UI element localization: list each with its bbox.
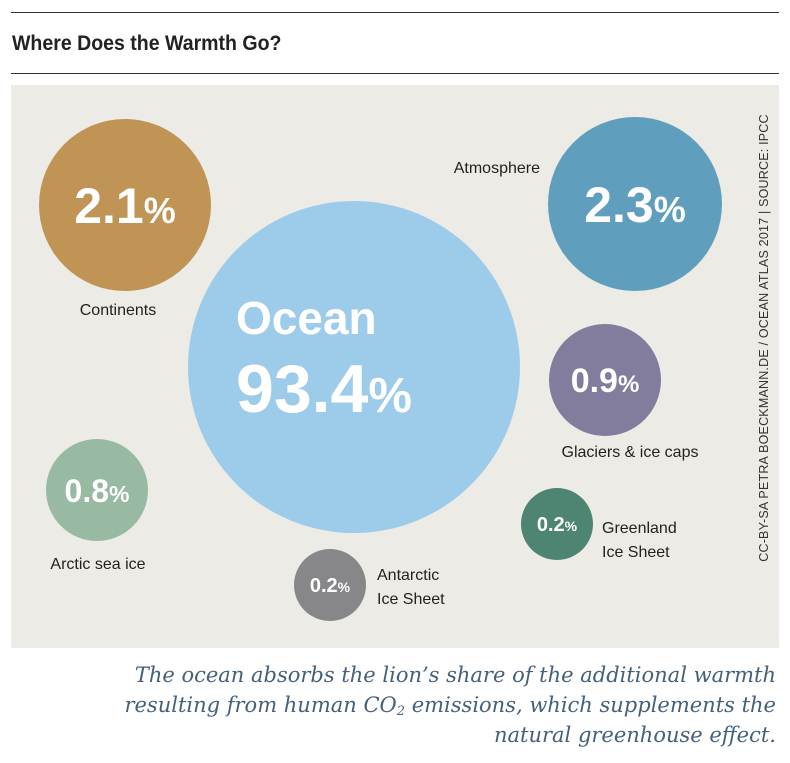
bubble-continents bbox=[39, 119, 211, 291]
top-rule bbox=[11, 12, 779, 13]
caption-line-3: natural greenhouse effect. bbox=[493, 723, 776, 747]
name-label-antarctic: Antarctic Ice Sheet bbox=[377, 567, 445, 608]
name-label-continents: Continents bbox=[80, 302, 157, 319]
caption-line-2: resulting from human CO2 emissions, whic… bbox=[96, 690, 776, 720]
name-label-arctic: Arctic sea ice bbox=[50, 556, 145, 573]
value-label-greenland: 0.2% bbox=[537, 514, 578, 536]
caption-line-2-post: emissions, which supplements the bbox=[405, 693, 776, 717]
value-label-ocean: 93.4% bbox=[236, 351, 412, 427]
bubble-glaciers bbox=[549, 324, 661, 436]
caption-line-2-pre: resulting from human CO bbox=[124, 693, 397, 717]
value-label-atmosphere: 2.3% bbox=[584, 177, 686, 233]
name-label-greenland: Greenland Ice Sheet bbox=[602, 520, 677, 561]
value-label-arctic: 0.8% bbox=[65, 473, 130, 509]
value-label-continents: 2.1% bbox=[74, 178, 176, 234]
title-rule bbox=[11, 73, 779, 74]
bubble-atmosphere bbox=[548, 117, 722, 291]
bubble-antarctic bbox=[294, 549, 366, 621]
name-label-glaciers: Glaciers & ice caps bbox=[562, 444, 699, 461]
caption-line-1: The ocean absorbs the lion’s share of th… bbox=[134, 663, 776, 687]
name-label-atmosphere: Atmosphere bbox=[454, 160, 540, 177]
bubble-arctic bbox=[46, 439, 148, 541]
bubble-greenland bbox=[521, 488, 593, 560]
bubble-ocean bbox=[188, 201, 520, 533]
value-label-glaciers: 0.9% bbox=[571, 362, 640, 400]
chart-caption: The ocean absorbs the lion’s share of th… bbox=[96, 660, 776, 750]
caption-co2-subscript: 2 bbox=[396, 704, 406, 719]
bubble-label-ocean: Ocean bbox=[236, 292, 377, 344]
chart-title: Where Does the Warmth Go? bbox=[12, 32, 282, 55]
value-label-antarctic: 0.2% bbox=[310, 575, 351, 597]
credit-line: CC-BY-SA PETRA BOECKMANN.DE / OCEAN ATLA… bbox=[757, 114, 771, 562]
